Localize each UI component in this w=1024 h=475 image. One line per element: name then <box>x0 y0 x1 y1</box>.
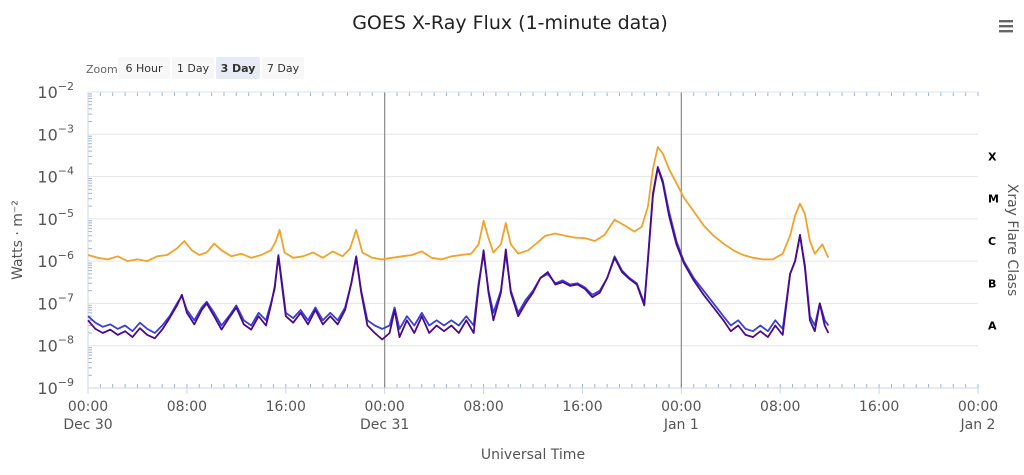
x-tick-label: 16:00 <box>266 399 306 415</box>
zoom-button-label: 1 Day <box>177 62 210 75</box>
zoom-label: Zoom <box>86 63 118 76</box>
zoom-button-7-day[interactable]: 7 Day <box>262 57 304 79</box>
x-tick-label: 00:00 <box>68 399 108 415</box>
flare-class-label: M <box>988 193 999 206</box>
x-axis-title: Universal Time <box>481 447 585 463</box>
zoom-button-3-day[interactable]: 3 Day <box>216 57 260 79</box>
x-tick-label: 00:00 <box>364 399 404 415</box>
y-tick-label: 10−6 <box>37 249 74 271</box>
flare-class-label: X <box>988 150 997 163</box>
zoom-button-bg <box>262 57 304 79</box>
flare-class-label: B <box>988 277 996 290</box>
x-date-label: Jan 2 <box>960 417 996 433</box>
x-tick-label: 08:00 <box>760 399 800 415</box>
y-tick-label: 10−4 <box>37 165 74 187</box>
zoom-controls: Zoom 6 Hour 1 Day 3 Day 7 Day <box>86 57 304 79</box>
x-date-label: Jan 1 <box>663 417 699 433</box>
zoom-button-bg <box>172 57 214 79</box>
y-tick-label: 10−5 <box>37 207 74 229</box>
chart-title: GOES X-Ray Flux (1-minute data) <box>352 12 668 34</box>
x-tick-label: 16:00 <box>859 399 899 415</box>
zoom-button-bg <box>216 57 260 79</box>
flare-class-label: C <box>988 235 996 248</box>
series-line-2 <box>87 165 830 334</box>
x-tick-label: 08:00 <box>167 399 207 415</box>
zoom-button-label: 3 Day <box>221 62 256 75</box>
x-tick-label: 16:00 <box>562 399 602 415</box>
zoom-button-label: 7 Day <box>267 62 300 75</box>
x-date-label: Dec 31 <box>360 417 409 433</box>
x-tick-label: 00:00 <box>661 399 701 415</box>
zoom-button-1-day[interactable]: 1 Day <box>172 57 214 79</box>
series-line-3 <box>87 167 830 341</box>
zoom-button-label: 6 Hour <box>126 62 163 75</box>
y2-axis-title: Xray Flare Class <box>1004 184 1020 297</box>
x-date-label: Dec 30 <box>63 417 112 433</box>
flare-class-label: A <box>988 320 997 333</box>
y-tick-label: 10−8 <box>37 334 74 356</box>
y-tick-label: 10−9 <box>37 376 74 398</box>
zoom-button-bg <box>118 57 170 79</box>
x-tick-label: 00:00 <box>958 399 998 415</box>
grid <box>87 91 979 389</box>
y-tick-label: 10−7 <box>37 291 74 313</box>
y-axis-title: Watts · m⁻² <box>10 200 26 280</box>
axes: 10−9 10−8 10−7 10−6 10−5 10−4 10−3 10−2 00:00 Dec… <box>37 80 999 433</box>
series <box>87 146 830 341</box>
y-tick-label: 10−2 <box>37 80 74 102</box>
x-tick-label: 08:00 <box>463 399 503 415</box>
hamburger-menu-icon[interactable] <box>996 18 1014 36</box>
zoom-button-6-hour[interactable]: 6 Hour <box>118 57 170 79</box>
y-tick-label: 10−3 <box>37 122 74 144</box>
series-line-1 <box>87 146 830 262</box>
